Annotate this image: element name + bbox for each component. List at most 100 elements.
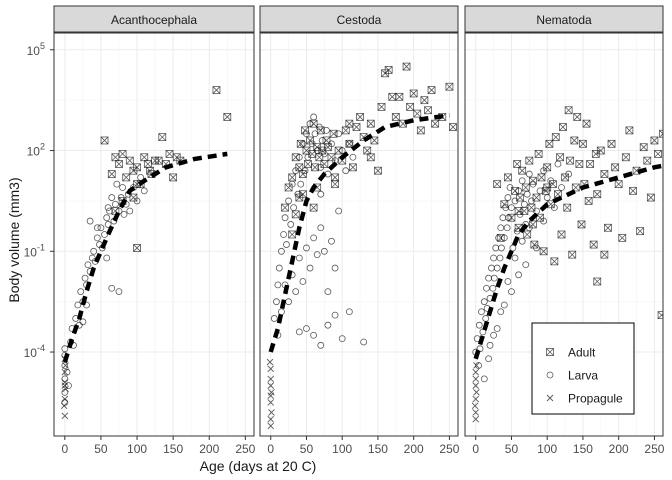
larva-point [61, 345, 69, 353]
x-tick-label: 50 [300, 442, 314, 456]
x-tick-label: 250 [235, 442, 255, 456]
propagule-point [267, 382, 275, 389]
adult-point [374, 166, 382, 175]
adult-point [513, 160, 522, 168]
facet-panels: Acanthocephala 0 50 100 150 200 250 Cestoda 0 50 1… [53, 5, 665, 456]
x-tick-label: 50 [94, 442, 108, 456]
adult-point [557, 230, 566, 239]
facet-strip [464, 5, 664, 33]
larva-point [516, 210, 524, 218]
adult-point [566, 156, 574, 165]
larva-point [475, 362, 482, 369]
larva-point [522, 261, 530, 269]
larva-point [140, 187, 148, 195]
adult-point [298, 190, 307, 199]
propagule-point [61, 368, 69, 376]
larva-point [518, 177, 526, 185]
larva-point [90, 247, 98, 255]
adult-point [539, 247, 548, 256]
larva-point [342, 167, 350, 175]
adult-point [212, 86, 221, 94]
x-tick-label: 0 [267, 442, 274, 456]
larva-point [294, 190, 302, 198]
larva-point [299, 278, 307, 285]
larva-point [63, 368, 71, 376]
larva-point [478, 308, 485, 316]
propagule-point [267, 375, 275, 383]
adult-point [618, 233, 627, 242]
propagule-point [472, 395, 480, 403]
adult-point [514, 207, 523, 215]
propagule-point [472, 409, 480, 416]
adult-point [420, 96, 429, 105]
adult-point [575, 160, 584, 168]
adult-point [125, 156, 134, 165]
adult-point [107, 170, 116, 178]
adult-point [431, 119, 440, 128]
adult-point [356, 113, 364, 121]
larva-point [111, 200, 119, 208]
larva-point [119, 184, 126, 191]
propagule-point [267, 422, 275, 430]
larva-point [533, 244, 540, 252]
larva-point [317, 224, 325, 232]
adult-point [551, 133, 560, 142]
adult-point [413, 109, 422, 118]
adult-point [659, 129, 663, 138]
larva-point [115, 288, 123, 295]
larva-point [93, 224, 101, 232]
adult-point [604, 223, 612, 232]
trend-line [62, 151, 228, 363]
larva-point [275, 264, 283, 272]
larva-point [509, 244, 517, 252]
propagule-point [472, 375, 480, 383]
larva-point [295, 153, 303, 161]
adult-point [525, 156, 534, 165]
adult-point [100, 136, 109, 145]
larva-point [310, 331, 318, 339]
larva-point [120, 210, 128, 218]
larva-point [547, 177, 555, 185]
adult-point [600, 250, 609, 259]
adult-point [518, 166, 527, 175]
adult-point [563, 203, 572, 212]
adult-point [329, 129, 338, 138]
adult-point [309, 203, 318, 212]
larva-point [504, 194, 512, 201]
larva-point [74, 301, 82, 309]
facet-strip-label: Nematoda [536, 13, 592, 27]
larva-point [77, 288, 85, 295]
larva-point [528, 197, 535, 205]
adult-point [503, 173, 512, 182]
adult-point [311, 163, 319, 172]
propagule-point [473, 389, 480, 396]
adult-point [654, 149, 662, 158]
x-tick-label: 150 [163, 442, 183, 456]
propagule-point [471, 402, 479, 410]
larva-point [103, 214, 111, 222]
larva-point [106, 207, 113, 215]
panel-border [464, 32, 664, 437]
larva-point [295, 254, 303, 262]
larva-point [518, 237, 526, 245]
legend-item: Larva [546, 369, 598, 383]
larva-point [558, 184, 565, 191]
larva-point [543, 194, 551, 201]
larva-point [304, 153, 312, 161]
adult-point [556, 153, 564, 162]
larva-point [498, 244, 505, 252]
larva-point [313, 147, 321, 154]
adult-point [550, 257, 559, 266]
x-axis-label: Age (days at 20 C) [200, 458, 317, 474]
larva-point [485, 355, 492, 363]
larva-point [335, 207, 343, 215]
propagule-point [472, 368, 480, 376]
larva-point [490, 274, 498, 282]
x-tick-label: 200 [199, 442, 219, 456]
larva-point [515, 271, 523, 279]
larva-point [317, 190, 325, 198]
adult-point [611, 163, 620, 172]
adult-point [118, 149, 127, 158]
larva-point [104, 221, 112, 228]
legend-item: Adult [546, 346, 596, 360]
